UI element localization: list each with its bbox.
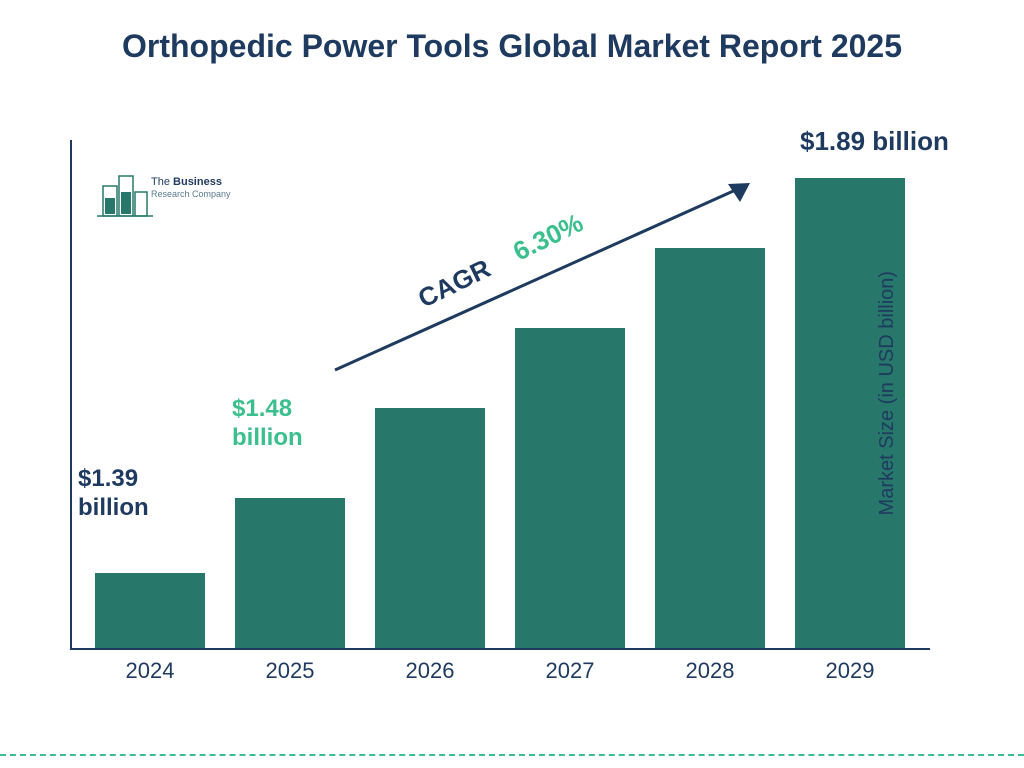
x-label-2025: 2025: [235, 652, 345, 690]
x-axis-labels: 2024 2025 2026 2027 2028 2029: [70, 652, 930, 690]
x-label-2024: 2024: [95, 652, 205, 690]
x-label-2029: 2029: [795, 652, 905, 690]
value-label-2029: $1.89 billion: [800, 126, 960, 157]
trend-arrow-icon: [320, 180, 760, 380]
chart-title: Orthopedic Power Tools Global Market Rep…: [122, 0, 902, 66]
x-label-2026: 2026: [375, 652, 485, 690]
x-label-2028: 2028: [655, 652, 765, 690]
x-label-2027: 2027: [515, 652, 625, 690]
y-axis-label: Market Size (in USD billion): [876, 271, 899, 516]
bar-2026: [375, 408, 485, 648]
bottom-dashed-divider: [0, 754, 1024, 756]
bar-slot-2025: [235, 498, 345, 648]
bar-slot-2026: [375, 408, 485, 648]
bar-slot-2024: [95, 573, 205, 648]
value-label-2025: $1.48 billion: [232, 395, 342, 453]
value-label-2024: $1.39 billion: [78, 465, 188, 523]
cagr-annotation: CAGR 6.30%: [320, 180, 760, 380]
bar-2024: [95, 573, 205, 648]
x-axis-line: [70, 648, 930, 650]
bar-2025: [235, 498, 345, 648]
